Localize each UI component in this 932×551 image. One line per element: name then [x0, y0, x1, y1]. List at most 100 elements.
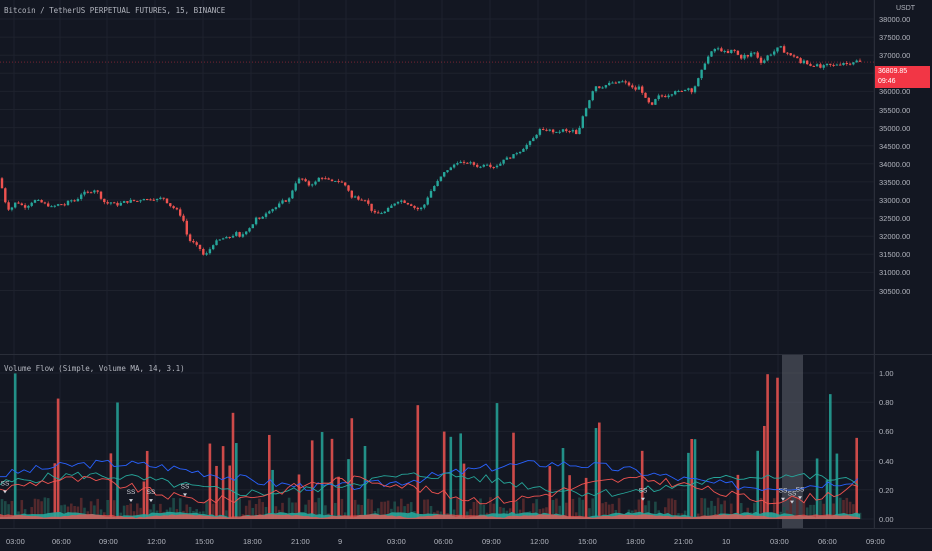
candle-body: [251, 224, 254, 229]
volume-bar: [644, 505, 647, 519]
volume-bar: [588, 508, 591, 519]
candle-body: [278, 203, 281, 208]
candle-body: [743, 54, 746, 59]
candle-body: [845, 62, 848, 64]
signal-arrow-icon: [183, 493, 187, 497]
volume-bar: [360, 504, 363, 519]
volume-bar: [13, 373, 17, 519]
volume-bar: [664, 507, 667, 519]
candle-body: [723, 50, 726, 52]
volume-bar: [122, 505, 126, 519]
volume-bar: [753, 502, 756, 519]
volume-bar: [832, 503, 835, 519]
volume-bar: [782, 506, 786, 519]
candle-body: [202, 248, 205, 255]
volume-bar: [314, 502, 317, 519]
price-axis[interactable]: 38000.0037500.0037000.0036500.0036000.00…: [874, 0, 932, 354]
last-price-value: 36809.85: [878, 68, 908, 75]
candle-body: [746, 54, 749, 57]
volume-bar: [46, 498, 50, 519]
volume-bar: [452, 509, 456, 519]
candle-body: [307, 181, 311, 186]
candle-body: [449, 167, 452, 171]
candle-body: [215, 240, 218, 246]
candle-body: [769, 54, 773, 56]
candle-body: [103, 198, 106, 203]
candle-body: [324, 178, 327, 180]
candle-body: [393, 203, 396, 206]
candle-body: [60, 204, 63, 206]
price-axis-label: 37000.00: [879, 51, 911, 61]
signal-arrow-icon: [781, 497, 785, 501]
candle-body: [182, 215, 185, 221]
candle-body: [792, 55, 796, 57]
volume-bar: [565, 502, 568, 519]
candle-body: [485, 164, 489, 166]
candle-body: [456, 163, 459, 165]
candle-body: [809, 64, 812, 66]
volume-bar: [145, 450, 149, 519]
volume-bar: [271, 469, 274, 519]
volume-bar: [353, 499, 357, 519]
candle-body: [429, 191, 433, 198]
signal-label: SS: [147, 489, 156, 496]
candlestick-chart[interactable]: [0, 0, 874, 354]
volume-bar: [231, 412, 235, 519]
indicator-axis[interactable]: 1.00 0.80 0.60 0.40 0.20 0.00: [874, 355, 932, 528]
time-axis[interactable]: 03:00 06:00 09:00 12:00 15:00 18:00 21:00 9 03:0…: [0, 528, 932, 551]
candle-body: [687, 88, 690, 90]
candle-body: [119, 202, 122, 206]
price-chart-pane[interactable]: [0, 0, 874, 354]
candle-body: [122, 201, 126, 203]
volume-bar: [522, 498, 525, 519]
volume-bar: [802, 502, 806, 519]
volume-bar: [261, 502, 264, 519]
volume-bar: [248, 500, 251, 519]
candle-body: [47, 203, 50, 207]
candle-body: [238, 232, 241, 237]
candle-body: [598, 86, 601, 89]
candle-body: [571, 130, 575, 132]
time-axis-label: 03:00: [387, 537, 406, 546]
volume-bar: [819, 500, 822, 519]
volume-bar: [479, 498, 482, 519]
volume-bar: [772, 498, 776, 519]
pane-separator[interactable]: [0, 354, 932, 355]
candle-body: [4, 188, 7, 203]
volume-bar: [825, 480, 829, 519]
time-axis-label: 06:00: [52, 537, 71, 546]
candle-body: [614, 82, 617, 84]
candle-body: [14, 202, 17, 208]
candle-body: [637, 86, 641, 90]
volume-bar: [697, 513, 700, 519]
candle-body: [396, 201, 400, 204]
indicator-pane[interactable]: SS SS SS SS SS SS SS SS: [0, 355, 874, 528]
volume-bar: [548, 466, 552, 519]
candle-body: [334, 180, 337, 182]
price-axis-label: 33500.00: [879, 177, 911, 187]
candle-body: [476, 164, 479, 167]
candle-body: [710, 51, 713, 57]
volume-bar: [584, 477, 588, 519]
candle-body: [175, 208, 179, 210]
volume-bar: [116, 402, 119, 519]
candle-body: [360, 199, 363, 201]
candle-body: [631, 85, 634, 88]
candle-body: [63, 204, 66, 206]
candle-body: [403, 200, 406, 203]
candle-body: [796, 56, 799, 59]
volume-bar: [274, 506, 278, 519]
volume-bar: [482, 504, 486, 519]
volume-bar: [647, 500, 651, 519]
volume-bar: [225, 510, 228, 519]
candle-body: [179, 209, 182, 216]
flow-line-red: [0, 474, 859, 505]
candle-body: [848, 63, 852, 65]
volume-bar: [594, 428, 598, 519]
candle-body: [27, 205, 30, 208]
candle-body: [443, 172, 446, 177]
candle-body: [446, 170, 449, 173]
candle-body: [584, 108, 588, 117]
candle-body: [291, 190, 294, 199]
